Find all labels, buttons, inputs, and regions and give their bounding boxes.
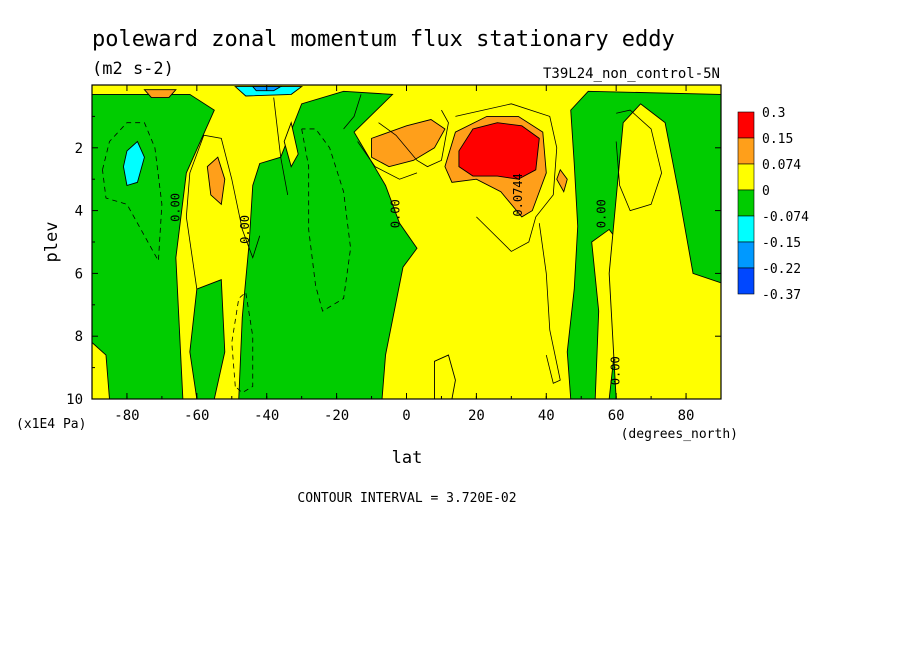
contour-line-solid — [378, 109, 449, 168]
legend-label: -0.15 — [762, 236, 801, 251]
contour-line-solid — [343, 94, 362, 130]
contour-line-solid — [185, 134, 261, 290]
x-tick-label: -60 — [184, 408, 209, 424]
contour-line-solid — [615, 109, 663, 212]
legend-label: 0.074 — [762, 158, 801, 173]
contour-label: 0.00 — [609, 356, 623, 385]
x-tick-label: -80 — [114, 408, 139, 424]
legend-swatch — [737, 111, 755, 139]
contour-region-orange — [556, 168, 568, 193]
contour-label-layer: 0.00 0.00 0.00 0.0744 0.00 0.00 — [168, 173, 622, 385]
legend-swatch — [737, 137, 755, 165]
x-tick-label: -20 — [324, 408, 349, 424]
y-tick-label: 6 — [75, 266, 83, 282]
legend-swatch — [737, 241, 755, 269]
contour-line-solid — [273, 97, 289, 195]
x-units-label: (degrees_north) — [621, 427, 738, 442]
contour-region-green — [238, 90, 418, 399]
legend-label: -0.22 — [762, 262, 801, 277]
contour-line-dashed — [102, 122, 163, 263]
contour-region-orange — [143, 89, 177, 99]
run-label: T39L24_non_control-5N — [543, 66, 720, 82]
legend-swatch — [737, 189, 755, 217]
contour-label: 0.00 — [595, 199, 609, 228]
contour-line-dashed — [231, 291, 254, 394]
contour-region-yellow — [608, 103, 721, 399]
y-axis-ticks: 2 4 6 8 10 — [66, 115, 721, 408]
y-tick-label: 4 — [75, 204, 83, 220]
contour-interval-label: CONTOUR INTERVAL = 3.720E-02 — [297, 491, 516, 506]
x-axis-ticks: -80 -60 -40 -20 0 20 40 60 80 — [91, 85, 722, 424]
contour-fill-layer — [92, 85, 721, 399]
x-tick-label: 40 — [538, 408, 555, 424]
y-tick-label: 10 — [66, 392, 83, 408]
y-tick-label: 2 — [75, 141, 83, 157]
chart-title: poleward zonal momentum flux stationary … — [92, 27, 675, 52]
contour-label: 0.00 — [168, 193, 182, 222]
contour-region-orange — [371, 119, 446, 168]
contour-label: 0.0744 — [511, 173, 525, 216]
contour-region-cyan — [122, 140, 145, 187]
y-axis-title: plev — [42, 222, 62, 263]
contour-region-green — [189, 279, 226, 399]
x-tick-label: 80 — [678, 408, 695, 424]
x-tick-label: 0 — [402, 408, 410, 424]
contour-line-solid — [357, 141, 418, 180]
units-label: (m2 s-2) — [92, 59, 174, 79]
contour-region-yellow — [92, 341, 110, 399]
contour-region-yellow — [434, 354, 456, 399]
contour-label: 0.00 — [389, 199, 403, 228]
legend-label: 0 — [762, 184, 770, 199]
x-tick-label: 60 — [608, 408, 625, 424]
y-tick-label: 8 — [75, 329, 83, 345]
contour-line-layer — [102, 94, 663, 394]
contour-line-solid — [455, 103, 558, 252]
contour-label: 0.00 — [238, 215, 252, 244]
contour-region-yellow — [283, 121, 299, 168]
contour-region-green — [92, 93, 215, 399]
legend-label: 0.3 — [762, 106, 785, 121]
legend-label: -0.37 — [762, 288, 801, 303]
legend-swatch — [737, 163, 755, 191]
x-tick-label: -40 — [254, 408, 279, 424]
contour-line-solid — [538, 223, 561, 384]
legend-swatch — [737, 267, 755, 295]
x-axis-title: lat — [392, 448, 423, 468]
color-legend: 0.3 0.15 0.074 0 -0.074 -0.15 -0.22 -0.37 — [737, 106, 809, 303]
contour-line-dashed — [301, 128, 351, 312]
y-units-label: (x1E4 Pa) — [16, 417, 86, 432]
contour-region-orange — [206, 156, 226, 206]
x-tick-label: 20 — [468, 408, 485, 424]
legend-label: 0.15 — [762, 132, 793, 147]
legend-label: -0.074 — [762, 210, 809, 225]
legend-swatch — [737, 215, 755, 243]
contour-region-red — [458, 122, 540, 180]
